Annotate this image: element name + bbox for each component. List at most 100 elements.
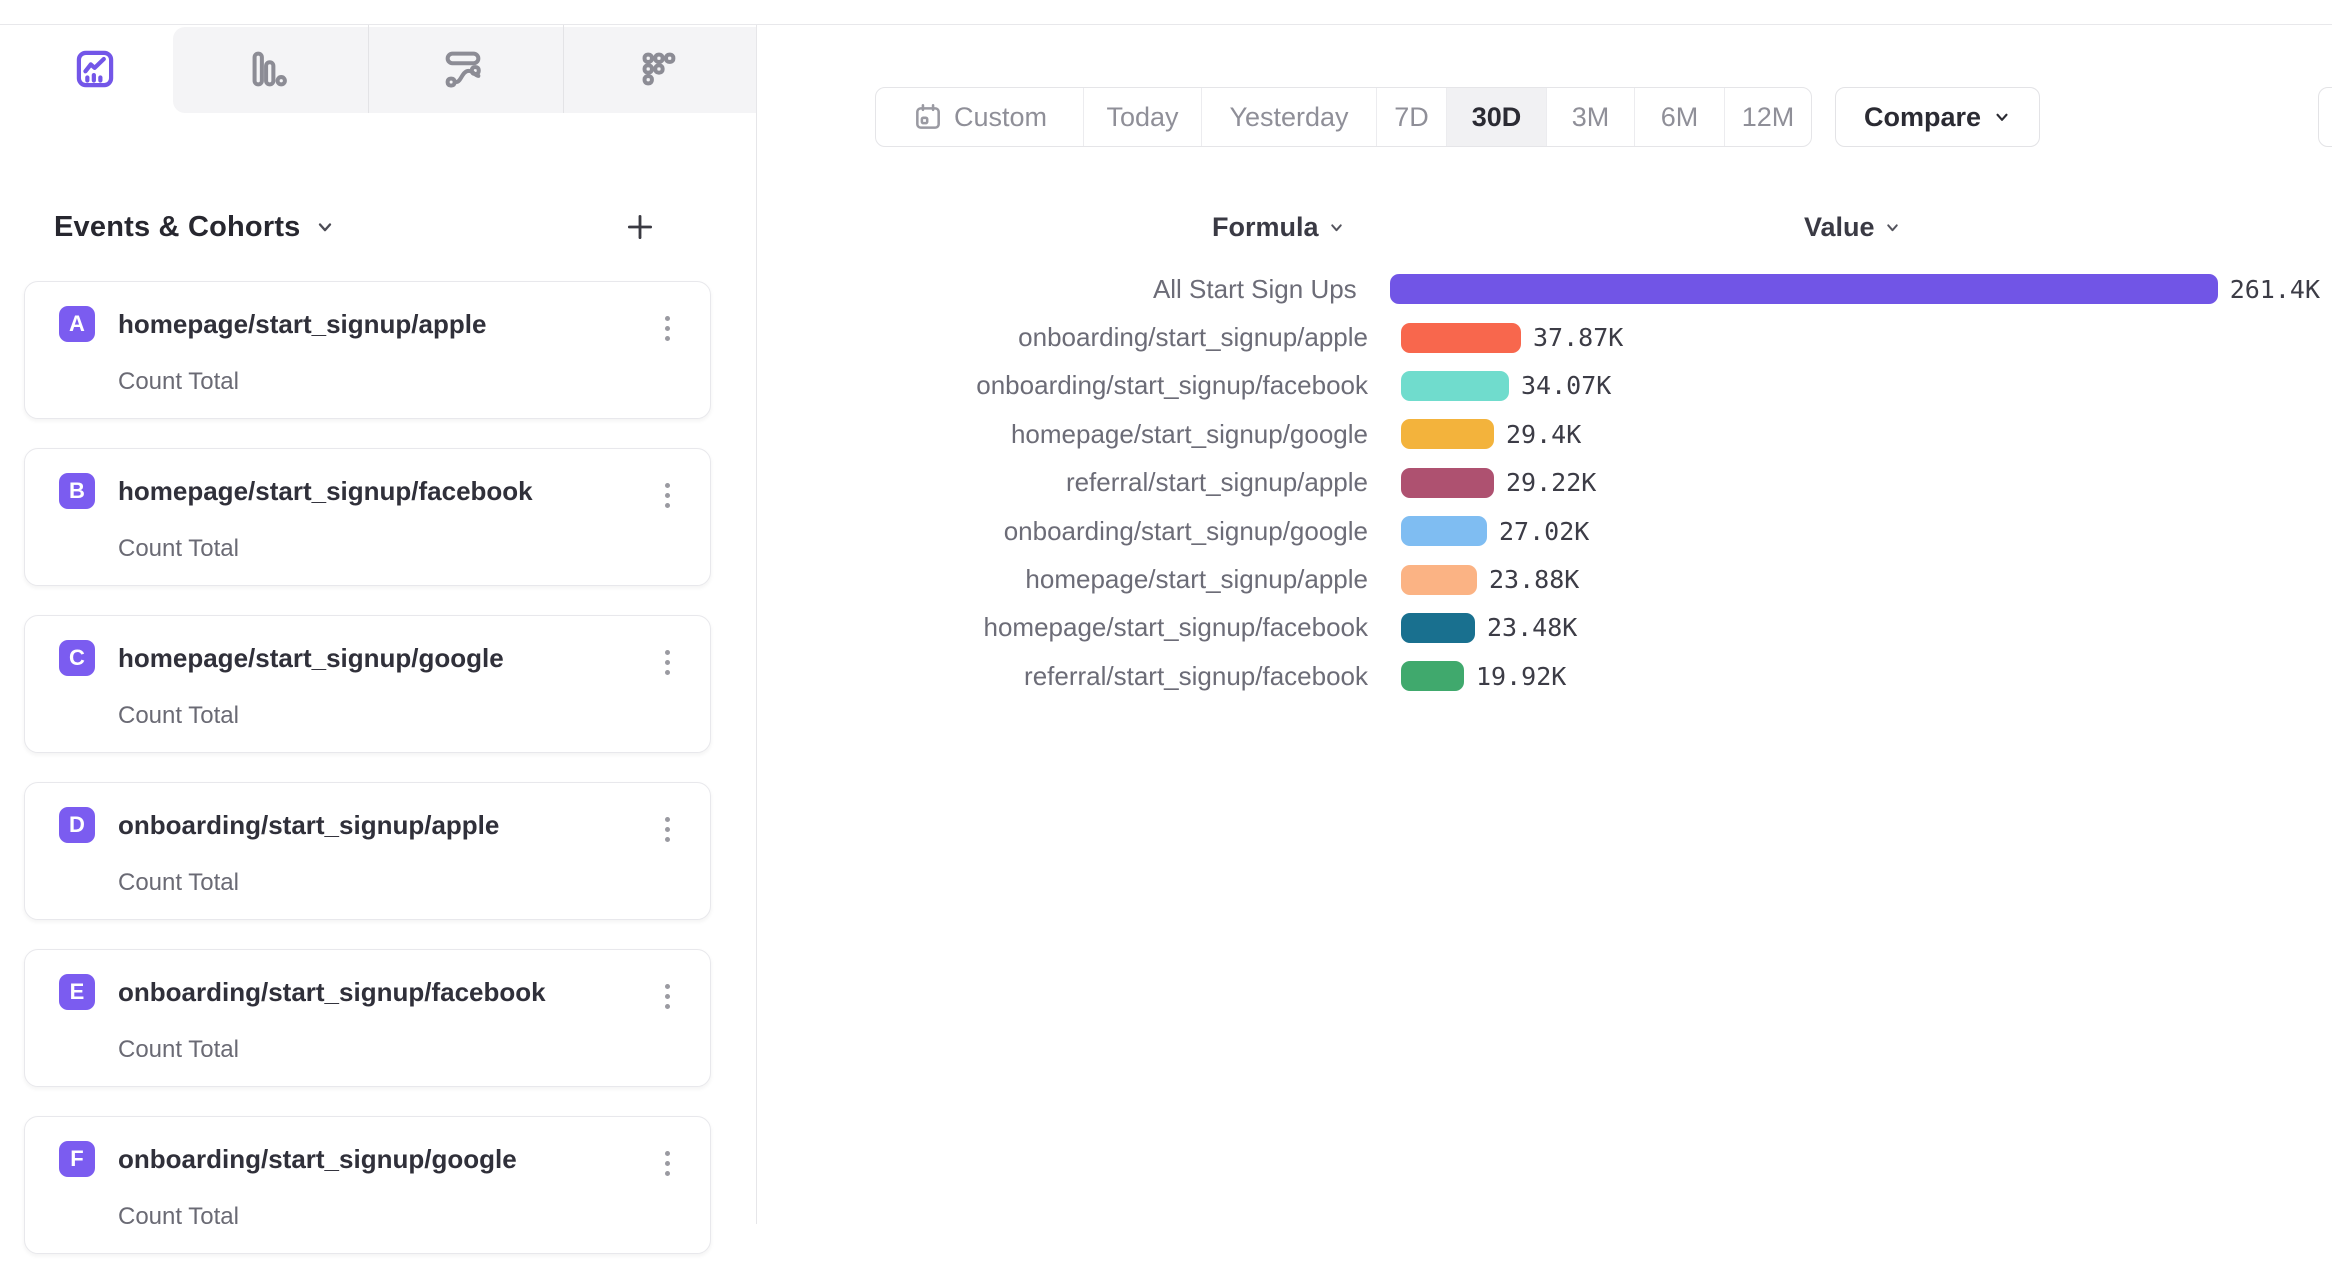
inactive-tabs-background [173,27,756,113]
events-cohorts-title[interactable]: Events & Cohorts [54,210,301,243]
value-label: 34.07K [1521,371,1612,401]
event-metric[interactable]: Count Total [118,1036,239,1063]
value-bar[interactable] [1401,612,1475,643]
chevron-down-icon [1886,224,1898,232]
value-header-label: Value [1804,212,1875,242]
event-letter-badge: D [59,807,95,843]
flows-icon [445,51,481,88]
event-metric[interactable]: Count Total [118,869,239,896]
event-name: onboarding/start_signup/google [118,1144,517,1174]
series-label: homepage/start_signup/google [1010,418,1368,449]
value-label: 27.02K [1499,516,1590,546]
kebab-menu-icon[interactable] [652,475,682,515]
date-range-toolbar: Custom Today Yesterday 7D 30D 3M 6M 12M … [875,87,2041,147]
event-metric[interactable]: Count Total [118,702,239,729]
value-column-header[interactable]: Value [1804,212,1901,243]
value-label: 29.4K [1506,419,1582,449]
kebab-menu-icon[interactable] [652,976,682,1016]
add-event-button[interactable] [620,207,660,247]
event-metric[interactable]: Count Total [118,535,239,562]
value-bar[interactable] [1401,564,1477,595]
date-range-label: 12M [1741,101,1795,132]
event-card[interactable]: B homepage/start_signup/facebook Count T… [24,448,711,586]
event-name: onboarding/start_signup/facebook [118,977,546,1007]
calendar-icon [916,104,940,129]
event-letter-badge: A [59,306,95,342]
kebab-menu-icon[interactable] [652,642,682,682]
value-bar[interactable] [1401,467,1494,498]
chart-row: homepage/start_signup/facebook 23.48K [900,604,2320,652]
value-bar[interactable] [1401,370,1509,401]
event-card[interactable]: D onboarding/start_signup/apple Count To… [24,782,711,920]
tab-retention[interactable] [563,25,752,113]
series-label: referral/start_signup/apple [1065,467,1368,498]
compare-button[interactable]: Compare [1835,87,2041,147]
series-label: onboarding/start_signup/facebook [976,370,1368,401]
formula-column-header[interactable]: Formula [1212,212,1345,243]
event-card[interactable]: C homepage/start_signup/google Count Tot… [24,615,711,753]
event-letter-badge: C [59,640,95,676]
value-bar[interactable] [1389,274,2218,305]
series-label: homepage/start_signup/apple [1025,564,1368,595]
series-label: referral/start_signup/facebook [1024,660,1368,691]
date-range-option[interactable]: 30D [1446,88,1546,146]
line-chart-icon [76,50,113,88]
kebab-menu-icon[interactable] [652,308,682,348]
date-range-label: Custom [953,101,1048,132]
event-name: homepage/start_signup/apple [118,309,487,339]
date-range-option[interactable]: 3M [1546,88,1634,146]
tab-bar-chart[interactable] [173,25,362,113]
events-cohorts-header: Events & Cohorts [54,207,714,247]
kebab-menu-icon[interactable] [652,1143,682,1183]
event-name: homepage/start_signup/google [118,643,504,673]
value-label: 37.87K [1533,323,1624,353]
compare-label: Compare [1864,101,1982,132]
chart-row: onboarding/start_signup/google 27.02K [900,507,2320,555]
date-range-option[interactable]: 6M [1634,88,1724,146]
event-letter-badge: B [59,473,95,509]
date-range-option[interactable]: 7D [1376,88,1446,146]
event-card[interactable]: F onboarding/start_signup/google Count T… [24,1116,711,1254]
date-range-option[interactable]: 12M [1724,88,1811,146]
event-name: onboarding/start_signup/apple [118,810,500,840]
date-range-option[interactable]: Yesterday [1201,88,1376,146]
date-range-label: 30D [1471,101,1522,132]
date-range-label: Yesterday [1229,101,1349,132]
chart-row: referral/start_signup/apple 29.22K [900,459,2320,507]
top-divider [0,24,2332,25]
date-range-option[interactable]: Today [1083,88,1201,146]
event-letter-badge: E [59,974,95,1010]
query-sidebar: Events & Cohorts A homepage/start_signup… [0,25,757,1254]
series-label: homepage/start_signup/facebook [983,612,1369,643]
date-range-label: Today [1106,101,1179,132]
event-name: homepage/start_signup/facebook [118,476,533,506]
date-range-option[interactable]: Custom [876,88,1083,146]
chart-row: onboarding/start_signup/apple 37.87K [900,313,2320,361]
value-label: 19.92K [1476,661,1567,691]
event-metric[interactable]: Count Total [118,1203,239,1230]
horizontal-bar-chart: All Start Sign Ups 261.4K onboarding/sta… [900,265,2320,701]
chevron-down-icon[interactable] [315,217,335,237]
tab-insights-line-chart[interactable] [0,25,189,113]
chart-row: homepage/start_signup/google 29.4K [900,410,2320,458]
date-range-label: 3M [1571,101,1610,132]
series-label: onboarding/start_signup/google [1003,515,1368,546]
kebab-menu-icon[interactable] [652,809,682,849]
chart-type-tabstrip [0,25,756,113]
date-range-label: 7D [1394,101,1429,132]
event-card[interactable]: A homepage/start_signup/apple Count Tota… [24,281,711,419]
value-bar[interactable] [1401,516,1487,547]
event-card[interactable]: E onboarding/start_signup/facebook Count… [24,949,711,1087]
clipped-toolbar-button[interactable] [2318,87,2332,147]
value-bar[interactable] [1401,661,1464,692]
retention-grid-icon [642,52,676,86]
tab-flows[interactable] [368,25,557,113]
chart-row: onboarding/start_signup/facebook 34.07K [900,362,2320,410]
value-label: 23.88K [1489,565,1580,595]
event-metric[interactable]: Count Total [118,368,239,395]
value-bar[interactable] [1401,419,1494,450]
value-bar[interactable] [1401,322,1521,353]
bar-chart-icon [252,51,287,87]
date-range-label: 6M [1660,101,1699,132]
formula-header-label: Formula [1212,212,1319,242]
